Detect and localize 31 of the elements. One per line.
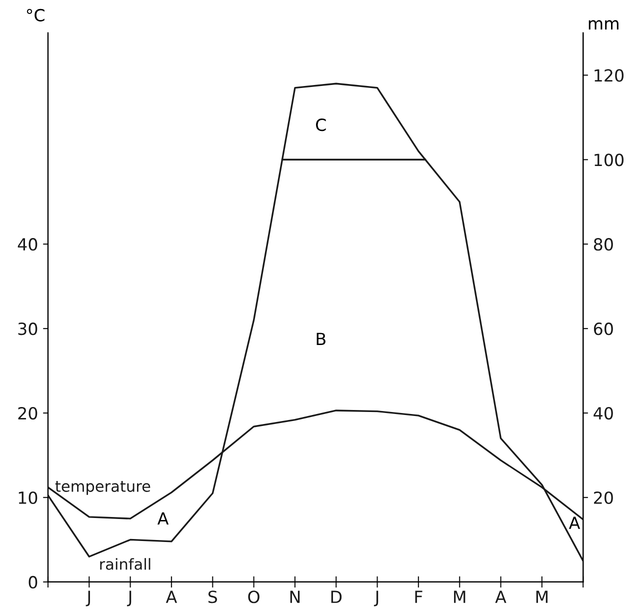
x-tick-label: M	[536, 590, 548, 603]
x-tick-label: A	[495, 590, 506, 603]
y-tick-label: 20	[18, 406, 38, 420]
series-label: rainfall	[100, 558, 150, 570]
annotation: A	[568, 516, 580, 529]
annotation: C	[316, 118, 326, 132]
y-tick-label: 30	[18, 322, 38, 336]
x-tick-label: J	[86, 590, 90, 606]
y-tick-label: 40	[18, 238, 38, 251]
x-tick-label: F	[415, 590, 422, 603]
y2-tick-label: 120	[594, 69, 624, 82]
x-tick-label: S	[208, 590, 217, 604]
y2-tick-label: 40	[594, 406, 613, 420]
x-tick-label: J	[126, 590, 132, 606]
x-tick-label: M	[454, 590, 466, 603]
annotation: B	[316, 332, 326, 345]
series-label: temperature	[55, 481, 150, 495]
annotation: A	[157, 512, 169, 524]
x-tick-label: D	[331, 590, 342, 603]
y-tick-label: 0	[28, 576, 38, 589]
x-tick-label: O	[248, 590, 260, 604]
y2-axis-title: mm	[588, 20, 618, 30]
y-tick-label: 10	[18, 491, 38, 504]
y2-tick-label: 20	[594, 491, 613, 504]
y2-tick-label: 60	[594, 322, 613, 336]
x-tick-label: J	[374, 590, 378, 606]
y2-tick-label: 80	[594, 238, 613, 251]
y-axis-title: °C	[26, 8, 44, 22]
x-tick-label: A	[166, 590, 178, 603]
y2-tick-label: 100	[594, 154, 624, 166]
x-tick-label: N	[290, 590, 300, 603]
